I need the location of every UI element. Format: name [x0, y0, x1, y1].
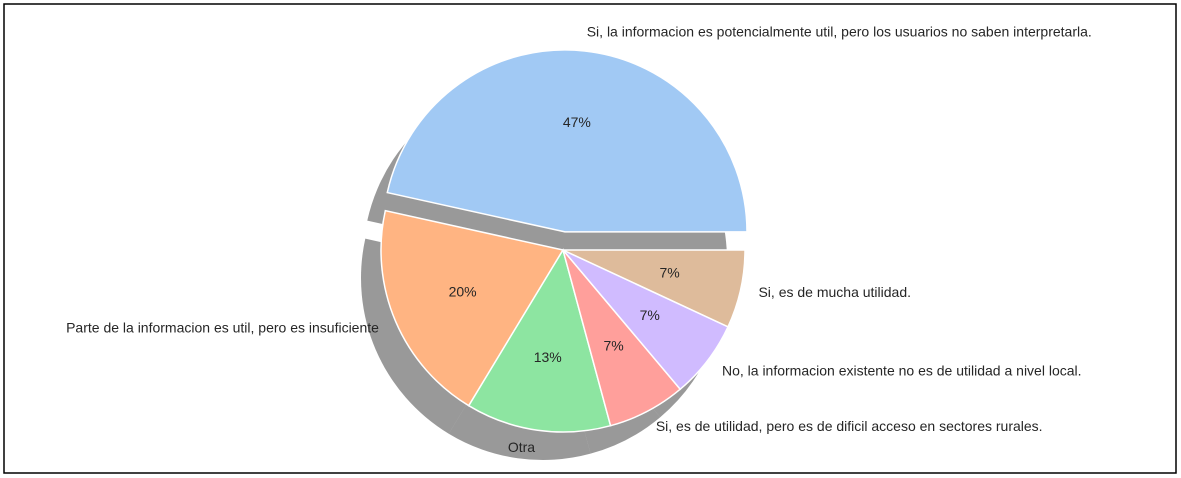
- category-label: No, la informacion existente no es de ut…: [722, 362, 1082, 378]
- value-label: 7%: [660, 264, 680, 280]
- slice: [386, 49, 748, 233]
- value-label: 7%: [604, 337, 624, 353]
- category-label: Si, es de utilidad, pero es de dificil a…: [656, 418, 1043, 434]
- category-label: Si, la informacion es potencialmente uti…: [587, 24, 1092, 40]
- value-label: 7%: [640, 307, 660, 323]
- slice: [380, 209, 565, 407]
- category-label: Parte de la informacion es util, pero es…: [66, 319, 379, 335]
- value-label: 13%: [534, 349, 562, 365]
- value-label: 47%: [563, 114, 591, 130]
- slice: [562, 249, 746, 328]
- category-label: Si, es de mucha utilidad.: [758, 284, 911, 300]
- value-label: 20%: [449, 284, 477, 300]
- category-label: Otra: [508, 439, 535, 455]
